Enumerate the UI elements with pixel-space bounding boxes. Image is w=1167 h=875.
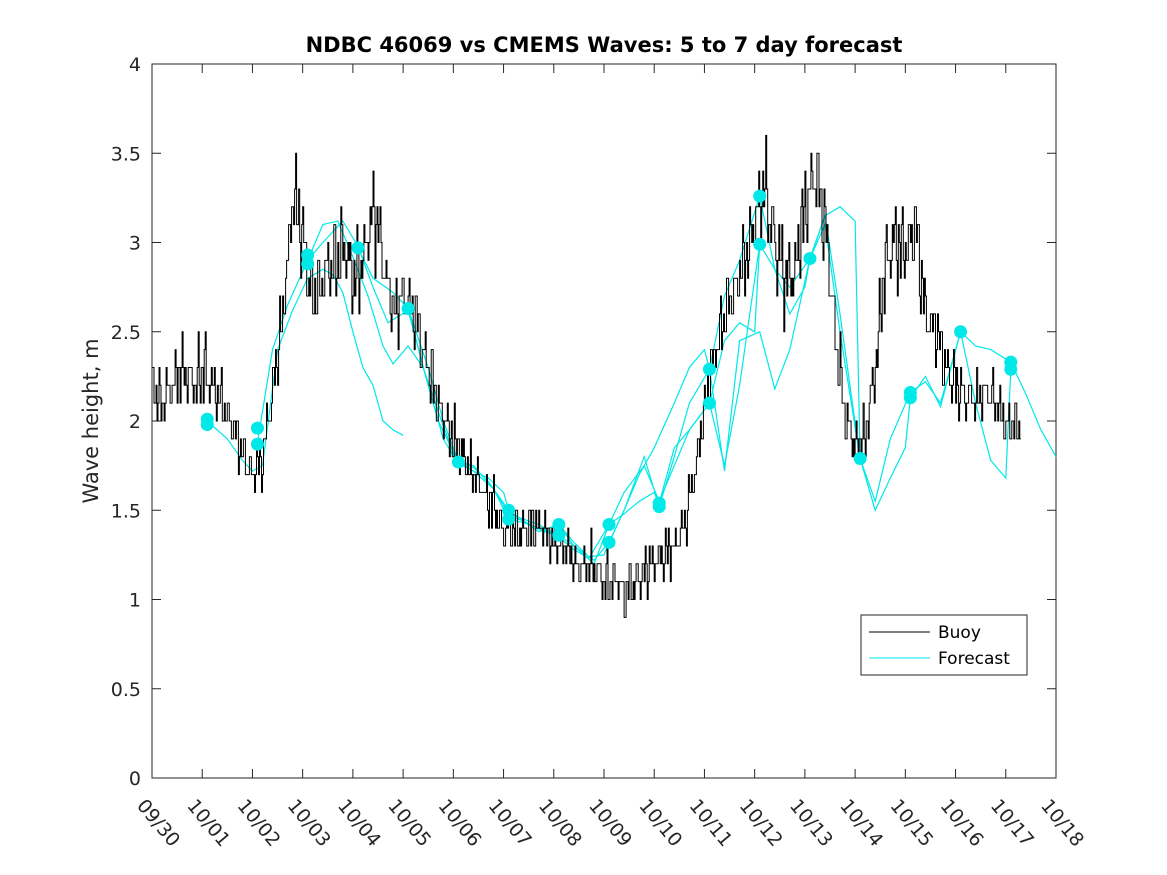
forecast-marker bbox=[351, 241, 365, 255]
forecast-line bbox=[658, 206, 861, 504]
y-tick-label: 1 bbox=[129, 590, 141, 612]
forecast-line bbox=[909, 330, 1057, 457]
forecast-marker bbox=[250, 421, 264, 435]
x-tick-label: 10/13 bbox=[785, 795, 837, 851]
forecast-marker bbox=[753, 189, 767, 203]
x-tick-label: 10/09 bbox=[584, 795, 636, 851]
x-axis-tick-labels: 09/3010/0110/0210/0310/0410/0510/0610/07… bbox=[132, 795, 1088, 851]
forecast-marker bbox=[602, 535, 616, 549]
y-axis-tick-labels: 0 0.5 1 1.5 2 2.5 3 3.5 4 bbox=[111, 54, 141, 790]
x-tick-label: 10/12 bbox=[735, 795, 787, 851]
forecast-marker bbox=[702, 396, 716, 410]
forecast-marker bbox=[602, 518, 616, 532]
x-tick-label: 10/08 bbox=[534, 795, 586, 851]
x-tick-label: 10/14 bbox=[835, 795, 887, 851]
legend: Buoy Forecast bbox=[860, 614, 1028, 676]
y-tick-label: 4 bbox=[129, 54, 141, 76]
y-tick-label: 0 bbox=[129, 768, 141, 790]
x-tick-label: 10/06 bbox=[434, 795, 486, 851]
forecast-marker bbox=[1004, 362, 1018, 376]
forecast-marker bbox=[702, 362, 716, 376]
forecast-marker bbox=[903, 391, 917, 405]
forecast-marker bbox=[502, 503, 516, 517]
series-layer bbox=[152, 134, 1057, 618]
forecast-marker bbox=[753, 237, 767, 251]
x-tick-label: 10/15 bbox=[886, 795, 938, 851]
x-tick-label: 09/30 bbox=[132, 795, 184, 851]
y-tick-label: 0.5 bbox=[111, 679, 141, 701]
forecast-marker bbox=[451, 455, 465, 469]
y-tick-label: 2 bbox=[129, 411, 141, 433]
forecast-marker bbox=[200, 418, 214, 432]
forecast-line bbox=[608, 193, 811, 543]
forecast-line bbox=[708, 222, 911, 512]
forecast-marker bbox=[652, 500, 666, 514]
x-tick-label: 10/17 bbox=[986, 795, 1038, 851]
legend-box bbox=[860, 614, 1028, 676]
forecast-marker bbox=[502, 512, 516, 526]
forecast-line bbox=[458, 461, 660, 560]
x-tick-label: 10/03 bbox=[283, 795, 335, 851]
y-tick-label: 2.5 bbox=[111, 322, 141, 344]
axis-ticks bbox=[151, 63, 1057, 779]
forecast-marker bbox=[250, 437, 264, 451]
forecast-marker bbox=[853, 451, 867, 465]
x-tick-label: 10/05 bbox=[383, 795, 435, 851]
forecast-marker bbox=[552, 518, 566, 532]
x-tick-label: 10/07 bbox=[484, 795, 536, 851]
forecast-marker bbox=[954, 325, 968, 339]
legend-buoy-label: Buoy bbox=[938, 623, 981, 643]
legend-forecast-label: Forecast bbox=[938, 649, 1010, 669]
forecast-marker bbox=[552, 528, 566, 542]
buoy-line bbox=[152, 134, 1021, 618]
x-tick-label: 10/02 bbox=[233, 795, 285, 851]
x-tick-label: 10/10 bbox=[634, 795, 686, 851]
x-tick-label: 10/01 bbox=[182, 795, 234, 851]
y-tick-label: 3 bbox=[129, 233, 141, 255]
y-axis-label: Wave height, m bbox=[79, 338, 103, 503]
y-tick-label: 1.5 bbox=[111, 500, 141, 522]
forecast-marker bbox=[301, 248, 315, 262]
forecast-marker bbox=[803, 252, 817, 266]
x-tick-label: 10/16 bbox=[936, 795, 988, 851]
chart-title: NDBC 46069 vs CMEMS Waves: 5 to 7 day fo… bbox=[306, 33, 903, 57]
forecast-markers bbox=[200, 189, 1018, 549]
x-tick-label: 10/04 bbox=[333, 795, 385, 851]
y-tick-label: 3.5 bbox=[111, 143, 141, 165]
x-tick-label: 10/18 bbox=[1036, 795, 1088, 851]
forecast-marker bbox=[301, 257, 315, 271]
forecast-marker bbox=[401, 302, 415, 316]
x-tick-label: 10/11 bbox=[685, 795, 737, 851]
